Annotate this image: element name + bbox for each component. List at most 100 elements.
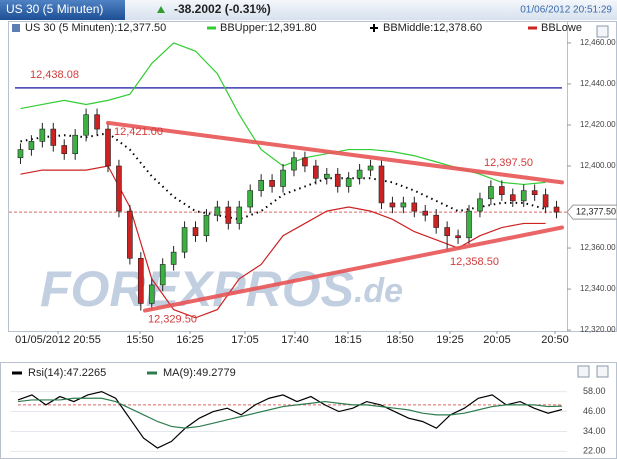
y-tick-label: 12,440.00 — [580, 79, 616, 88]
x-tick-label: 19:25 — [436, 334, 464, 346]
candle-body — [105, 128, 111, 167]
y-tick-label: 34.00 — [583, 426, 606, 436]
indicator-line — [17, 390, 563, 449]
main-panel — [8, 21, 568, 332]
price-annotation: 12,397.50 — [484, 157, 533, 169]
candle-body — [258, 180, 264, 191]
candle-body — [509, 194, 516, 202]
x-tick-label: 18:15 — [334, 334, 362, 346]
level-label: 12,438.08 — [30, 69, 79, 81]
candle-body — [520, 190, 527, 202]
candle-body — [17, 149, 24, 159]
candle-body — [280, 169, 286, 187]
candle-body — [170, 251, 177, 265]
header-title: US 30 (5 Minuten) — [6, 2, 103, 16]
candle-body — [477, 198, 483, 212]
candle-body — [72, 134, 78, 154]
candle-body — [542, 194, 549, 208]
candle-body — [247, 190, 254, 208]
candle-body — [39, 128, 46, 142]
candle-body — [83, 114, 89, 136]
watermark-suffix: .de — [354, 272, 403, 310]
candle-body — [400, 202, 407, 208]
candle-body — [553, 206, 560, 213]
header-title-box — [0, 0, 125, 20]
header-change: -38.2002 (-0.31%) — [174, 2, 271, 16]
y-tick-label: 12,420.00 — [580, 120, 616, 129]
price-annotation: 12,421.00 — [114, 126, 163, 138]
candle-body — [214, 206, 221, 216]
x-tick-label: 18:50 — [386, 334, 414, 346]
price-annotation: 12,329.50 — [148, 313, 197, 325]
candle-body — [148, 284, 155, 304]
trend-line — [143, 225, 564, 313]
candle-body — [127, 210, 133, 259]
header-datetime: 01/06/2012 20:51:29 — [520, 5, 612, 16]
x-tick-label: 17:40 — [281, 334, 309, 346]
candle-body — [433, 214, 439, 228]
y-tick-label: 46.00 — [583, 406, 606, 416]
y-tick-label: 58.00 — [583, 386, 606, 396]
candle-body — [203, 214, 210, 237]
candle-body — [466, 210, 472, 239]
legend-swatch — [12, 24, 20, 32]
last-price-tag — [566, 204, 617, 220]
panel-button[interactable] — [577, 365, 590, 378]
candle-body — [411, 202, 418, 212]
candle-body — [356, 169, 363, 179]
watermark-main: FOREXPROS — [40, 261, 354, 317]
candle-body — [302, 157, 308, 167]
candle-body — [192, 227, 199, 237]
candle-body — [345, 177, 352, 187]
candle-body — [389, 202, 396, 208]
x-tick-label: 15:50 — [126, 334, 154, 346]
y-tick-label: 12,360.00 — [580, 243, 616, 252]
y-tick-label: 12,400.00 — [580, 161, 616, 170]
legend-label: Rsi(14):47.2265 — [28, 367, 106, 379]
candle-body — [94, 114, 100, 130]
header-icon — [157, 6, 165, 13]
candle-body — [422, 210, 429, 216]
watermark: FOREXPROS.de — [40, 261, 403, 317]
candle-body — [181, 227, 188, 253]
last-price-label: 12,377.50 — [576, 207, 616, 217]
panel-button[interactable] — [596, 25, 609, 38]
candle-body — [50, 128, 57, 146]
candle-body — [225, 206, 232, 224]
candle-body — [323, 173, 330, 179]
candle-body — [28, 141, 35, 150]
candle-body — [488, 186, 494, 200]
candle-body — [455, 235, 461, 239]
candle-body — [444, 227, 450, 237]
candle-body — [116, 165, 122, 212]
candle-body — [334, 173, 341, 187]
x-tick-label: 17:05 — [231, 334, 259, 346]
y-tick-label: 22.00 — [583, 446, 606, 456]
y-tick-label: 12,460.00 — [580, 38, 616, 47]
legend-label: BBLowe — [541, 22, 582, 34]
legend-swatch — [370, 24, 378, 32]
x-tick-label: 20:05 — [483, 334, 511, 346]
candle-body — [159, 264, 166, 286]
candle-body — [367, 165, 374, 171]
rsi-panel — [0, 362, 617, 459]
candle-body — [378, 165, 385, 204]
x-tick-label: 01/05/2012 20:55 — [15, 334, 101, 346]
indicator-line — [17, 397, 563, 429]
candle-body — [61, 145, 68, 154]
x-tick-label: 20:50 — [541, 334, 569, 346]
candle-body — [291, 157, 297, 171]
legend-label: US 30 (5 Minuten):12,377.50 — [25, 22, 166, 34]
price-annotation: 12,358.50 — [450, 256, 499, 268]
trend-line — [106, 120, 564, 185]
panel-button[interactable] — [596, 365, 609, 378]
candle-body — [236, 206, 243, 224]
header-bar — [0, 0, 617, 20]
y-tick-label: 12,340.00 — [580, 284, 616, 293]
candle-body — [499, 186, 505, 196]
legend-label: BBMiddle:12,378.60 — [383, 22, 482, 34]
legend-label: MA(9):49.2779 — [163, 367, 236, 379]
candle-body — [138, 257, 144, 304]
candle-body — [269, 180, 275, 187]
